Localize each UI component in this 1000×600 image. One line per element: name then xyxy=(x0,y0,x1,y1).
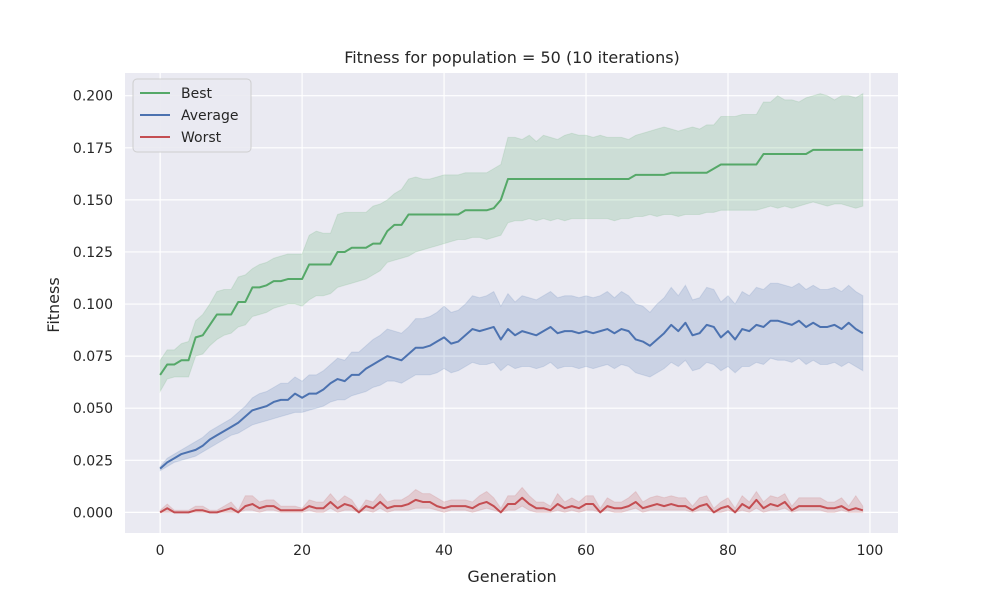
series-lines xyxy=(159,148,864,514)
band-best xyxy=(159,92,864,394)
y-tick-label: 0.125 xyxy=(73,245,113,261)
y-tick-label: 0.000 xyxy=(73,505,113,521)
y-tick-label: 0.200 xyxy=(73,89,113,105)
grid xyxy=(125,73,898,533)
y-tick-label: 0.175 xyxy=(73,141,113,157)
y-tick-label: 0.075 xyxy=(73,349,113,365)
y-tick-label: 0.150 xyxy=(73,193,113,209)
band-average xyxy=(159,282,864,472)
x-tick-labels: 0 20 40 60 80 100 xyxy=(156,543,884,559)
legend-label-best: Best xyxy=(181,86,213,102)
legend: Best Average Worst xyxy=(132,78,252,153)
y-tick-label: 0.025 xyxy=(73,453,113,469)
series-line-best xyxy=(159,148,863,376)
series-line-average xyxy=(159,319,864,470)
y-axis-label: Fitness xyxy=(44,277,63,332)
x-tick-label: 40 xyxy=(435,543,453,559)
legend-label-worst: Worst xyxy=(181,130,222,146)
x-tick-label: 0 xyxy=(156,543,165,559)
x-tick-label: 60 xyxy=(577,543,595,559)
y-tick-label: 0.050 xyxy=(73,401,113,417)
chart-title: Fitness for population = 50 (10 iteratio… xyxy=(344,48,680,67)
legend-label-average: Average xyxy=(181,108,239,124)
x-tick-label: 100 xyxy=(857,543,884,559)
series-line-worst xyxy=(159,496,864,514)
y-tick-labels: 0.000 0.025 0.050 0.075 0.100 0.125 0.150 0.175… xyxy=(73,89,113,522)
x-tick-label: 20 xyxy=(293,543,311,559)
y-tick-label: 0.100 xyxy=(73,297,113,313)
plot-area xyxy=(125,73,898,533)
x-tick-label: 80 xyxy=(719,543,737,559)
legend-box xyxy=(132,78,252,153)
x-axis-label: Generation xyxy=(467,567,556,586)
